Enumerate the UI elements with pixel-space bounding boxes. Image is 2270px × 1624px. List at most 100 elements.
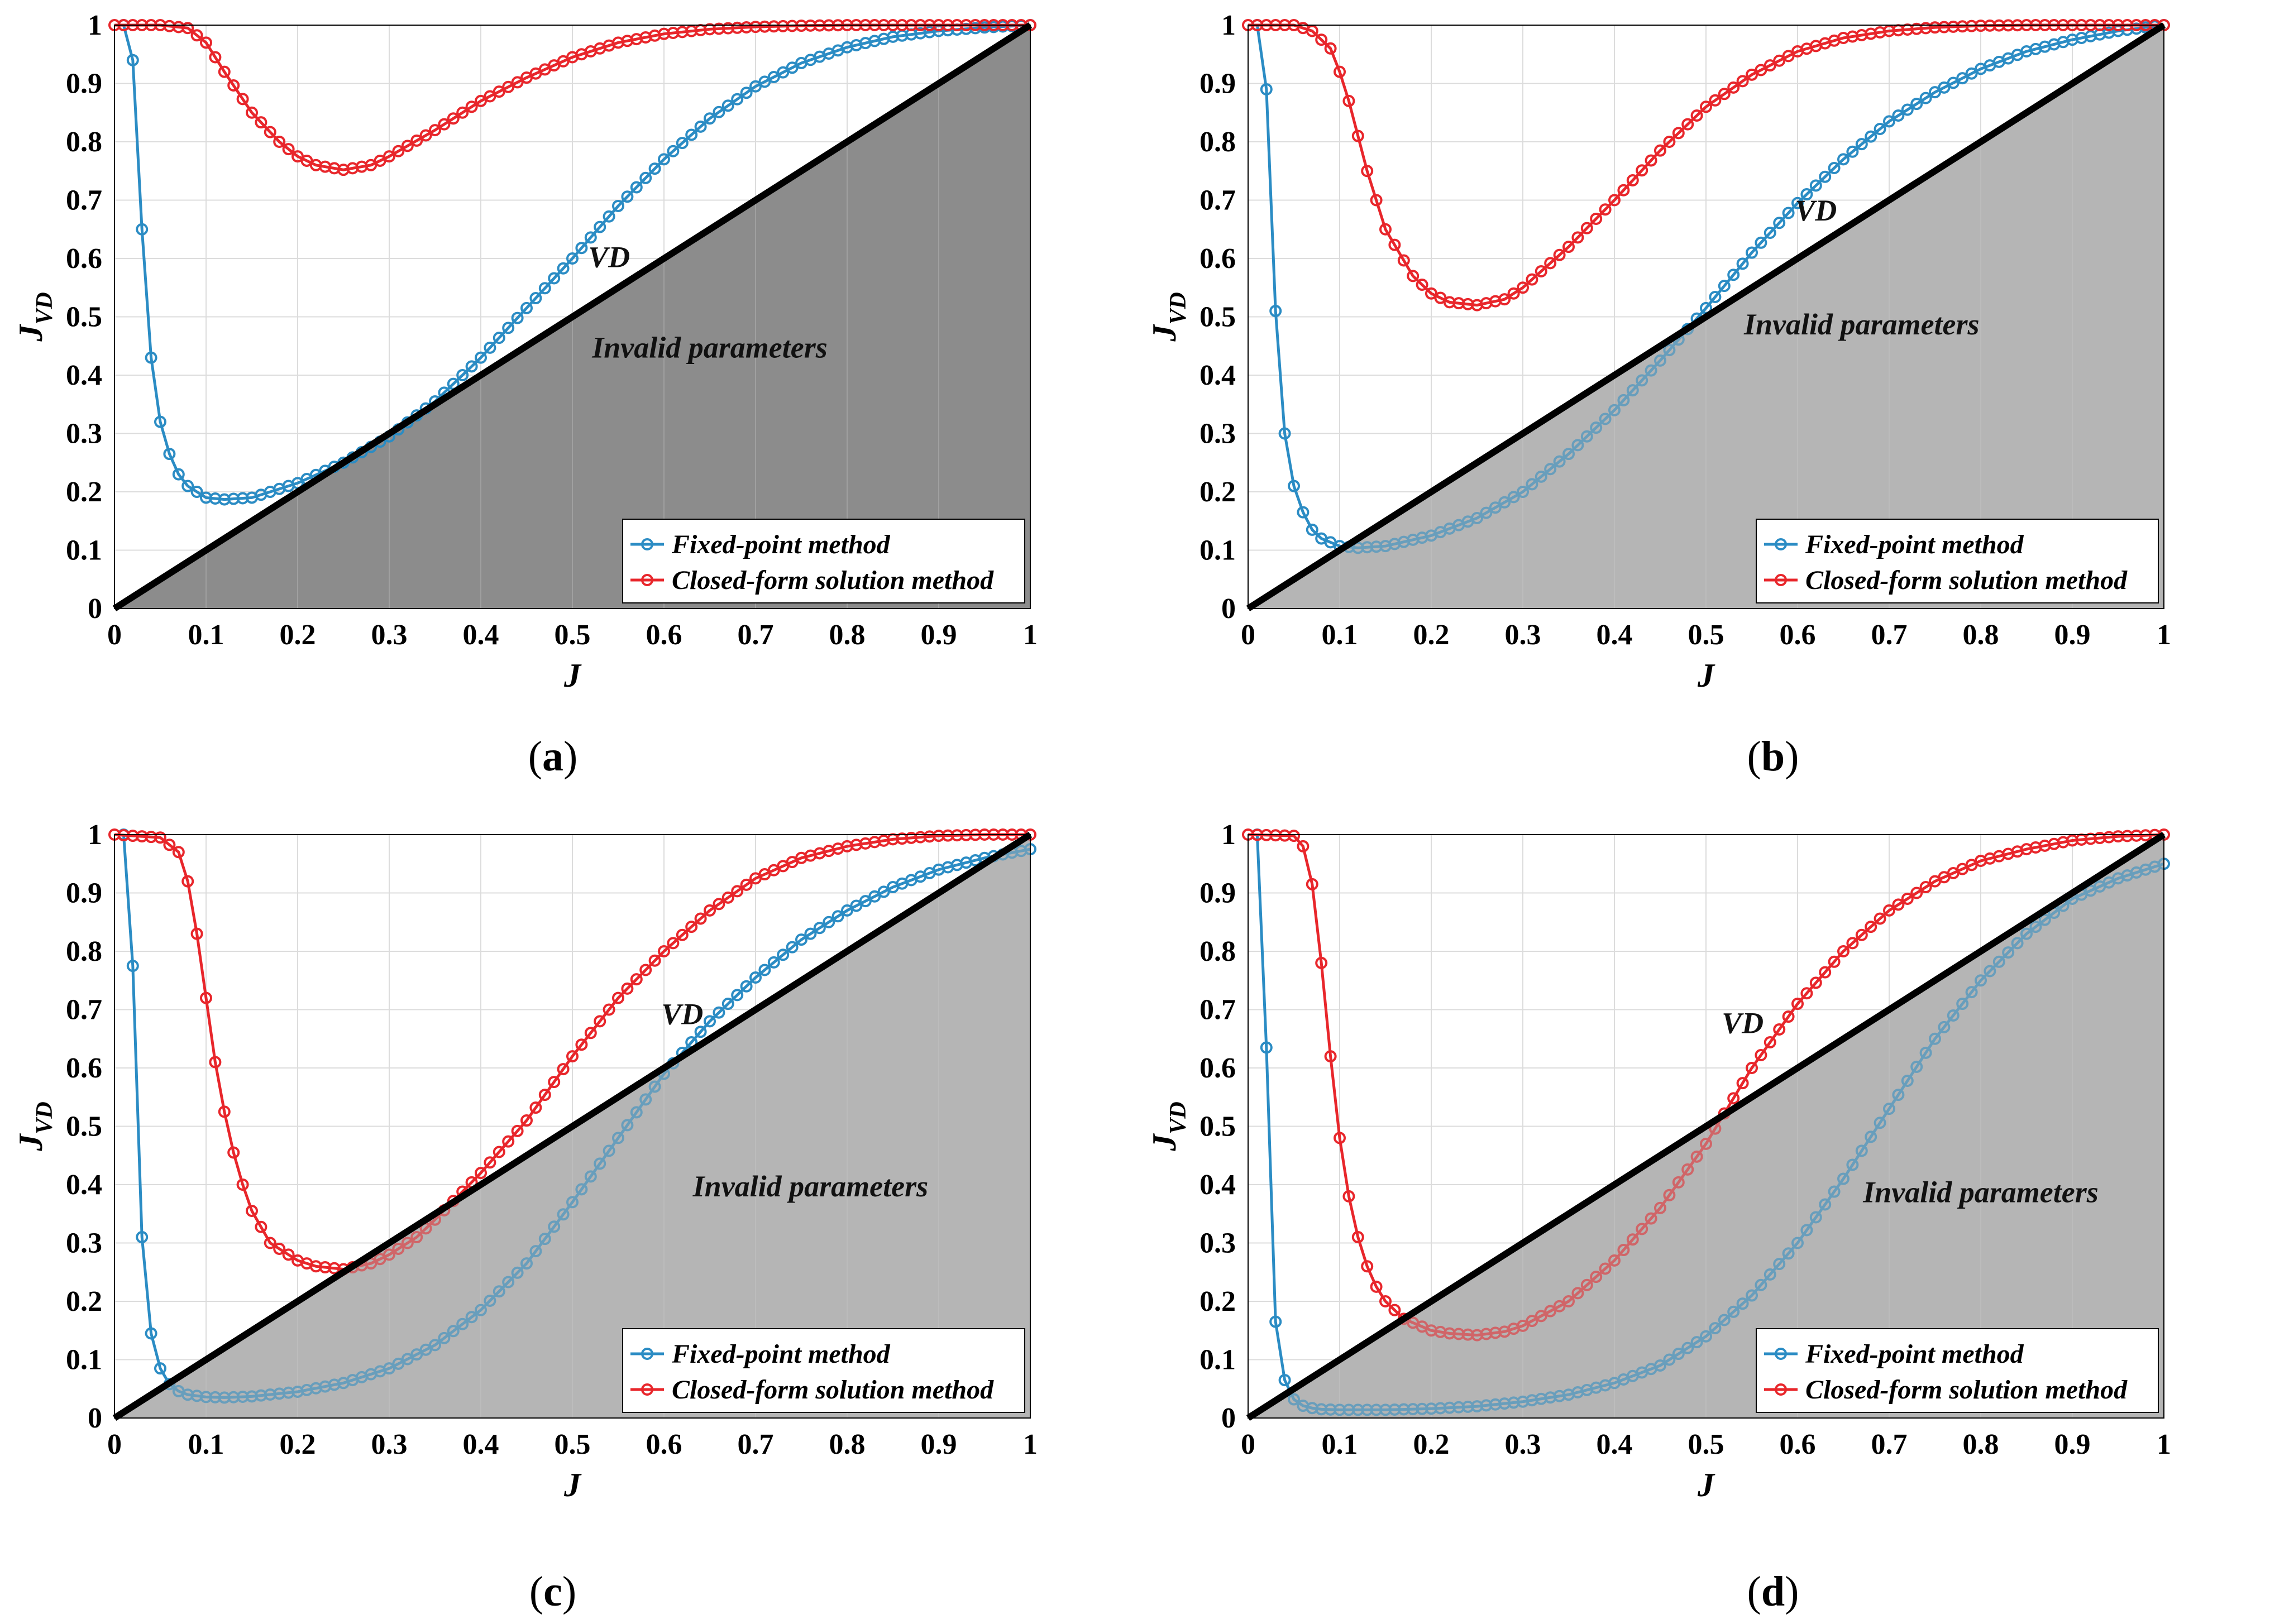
data-point <box>1718 88 1731 100</box>
data-point <box>603 210 615 223</box>
data-point <box>1288 480 1300 492</box>
y-tick-label: 0.2 <box>66 1286 102 1318</box>
data-point <box>502 80 515 93</box>
data-point <box>758 75 771 88</box>
x-tick-label: 0.1 <box>1322 1429 1358 1460</box>
caption-b: (b) <box>1747 733 1799 780</box>
data-point <box>2038 913 2051 926</box>
y-tick-label: 1 <box>1221 819 1236 851</box>
data-point <box>1938 1021 1951 1033</box>
data-point <box>1489 501 1502 514</box>
x-tick-label: 0.8 <box>829 619 866 651</box>
data-point <box>1690 1336 1703 1349</box>
data-point <box>1571 231 1584 244</box>
legend-swatch-marker <box>1775 538 1787 550</box>
data-point <box>1809 1211 1822 1224</box>
data-point <box>493 1146 505 1158</box>
data-point <box>190 29 203 42</box>
data-point <box>1791 998 1804 1010</box>
data-point <box>154 1362 166 1375</box>
vd-label: VD <box>661 998 703 1031</box>
data-point <box>1773 1258 1786 1271</box>
data-point <box>1782 207 1795 219</box>
x-tick-label: 1 <box>2157 1429 2171 1460</box>
data-point <box>383 1362 395 1375</box>
data-point <box>246 1205 258 1218</box>
data-point <box>1910 98 1923 111</box>
data-point <box>429 124 441 137</box>
data-point <box>731 93 744 106</box>
data-point <box>1544 257 1557 270</box>
data-point <box>639 171 652 184</box>
invalid-parameters-label: Invalid parameters <box>591 331 828 365</box>
data-point <box>648 954 661 967</box>
data-point <box>658 945 670 957</box>
data-point <box>1306 523 1318 536</box>
data-point <box>1342 1190 1355 1203</box>
data-point <box>721 99 734 112</box>
y-tick-label: 0.5 <box>66 301 102 333</box>
invalid-parameters-label: Invalid parameters <box>692 1170 929 1203</box>
x-tick-label: 0 <box>107 1429 122 1460</box>
data-point <box>1956 72 1969 85</box>
data-point <box>1910 887 1923 899</box>
x-tick-label: 0.2 <box>280 1429 316 1460</box>
data-point <box>1645 1212 1657 1225</box>
data-point <box>1260 1041 1273 1054</box>
y-tick-label: 0 <box>88 1402 102 1434</box>
data-point <box>639 1093 652 1106</box>
data-point <box>1315 33 1328 46</box>
data-point <box>1269 1315 1282 1328</box>
data-point <box>1984 965 1996 978</box>
data-point <box>584 1170 597 1183</box>
data-point <box>1727 269 1740 281</box>
data-point <box>1736 1077 1749 1090</box>
data-point <box>1819 1198 1832 1211</box>
legend-swatch-marker <box>641 538 653 550</box>
data-point <box>1269 305 1282 318</box>
data-point <box>1526 478 1538 491</box>
x-axis-title: J <box>1697 657 1715 694</box>
data-point <box>401 140 414 152</box>
caption-c: (c) <box>529 1568 577 1615</box>
data-point <box>795 933 807 946</box>
data-point <box>1828 162 1841 175</box>
y-tick-label: 0.9 <box>1199 68 1236 100</box>
y-tick-label: 0.8 <box>1199 936 1236 967</box>
data-point <box>1617 1244 1630 1257</box>
data-point <box>1297 506 1310 519</box>
data-point <box>648 1080 661 1093</box>
data-point <box>145 1327 157 1340</box>
data-point <box>154 831 166 844</box>
y-axis-title-subscript: VD <box>32 1101 58 1134</box>
data-point <box>1892 109 1905 122</box>
vd-label: VD <box>588 241 630 274</box>
x-tick-label: 0.2 <box>1413 1429 1450 1460</box>
data-point <box>1828 1185 1841 1198</box>
data-point <box>538 282 551 295</box>
data-point <box>419 129 432 142</box>
series-line-closed_form <box>114 833 1030 1271</box>
x-tick-label: 0.8 <box>829 1429 866 1460</box>
data-point <box>1306 878 1318 890</box>
data-point <box>1800 1224 1813 1237</box>
panel-c-chart: 0 0.1 0.2 0.3 0.4 0.5 0.6 0.7 0.8 0.9 1 0 0.1 0.2 0.3 0… <box>12 819 1038 1503</box>
y-tick-label: 0.6 <box>1199 243 1236 275</box>
y-tick-label: 0 <box>1221 1402 1236 1434</box>
data-point <box>456 369 469 381</box>
data-point <box>575 1183 588 1196</box>
data-point <box>2029 921 2042 933</box>
data-point <box>1351 1231 1364 1244</box>
data-point <box>694 120 707 133</box>
data-point <box>804 927 817 940</box>
data-point <box>1663 1189 1676 1201</box>
data-point <box>713 106 725 118</box>
y-axis-title-subscript: VD <box>1165 292 1191 324</box>
legend-entry-label: Closed-form solution method <box>672 1375 994 1405</box>
data-point <box>484 90 496 103</box>
data-point <box>575 242 588 255</box>
data-point <box>502 322 515 334</box>
data-point <box>1709 290 1722 303</box>
data-point <box>704 1015 716 1028</box>
legend-swatch-marker <box>1775 574 1787 586</box>
